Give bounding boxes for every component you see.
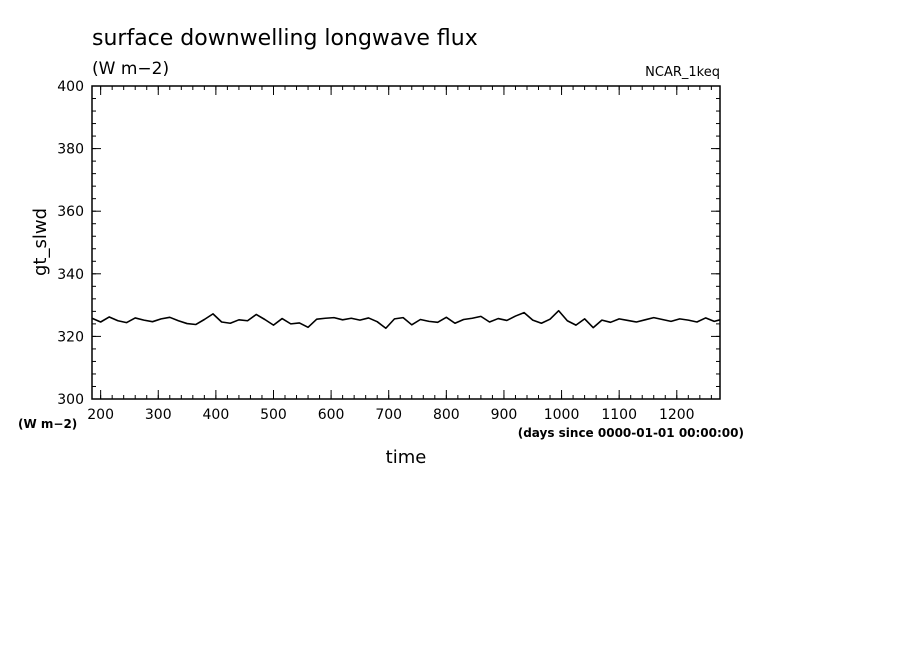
x-tick-label: 500 <box>260 407 287 423</box>
axis-ticks <box>92 85 720 400</box>
x-tick-label: 900 <box>491 407 518 423</box>
x-tick-label: 300 <box>145 407 172 423</box>
x-axis-units: (days since 0000-01-01 00:00:00) <box>518 426 744 440</box>
x-axis-label: time <box>386 447 427 468</box>
x-tick-label: 600 <box>318 407 345 423</box>
y-axis-label: gt_slwd <box>30 208 51 276</box>
x-tick-label: 800 <box>433 407 460 423</box>
run-label: NCAR_1keq <box>645 65 720 80</box>
y-tick-label: 360 <box>57 204 84 220</box>
y-axis-units: (W m−2) <box>18 417 77 431</box>
x-tick-label: 400 <box>203 407 230 423</box>
x-tick-label: 1100 <box>601 407 637 423</box>
series-line <box>91 309 721 330</box>
x-tick-label: 700 <box>375 407 402 423</box>
x-tick-label: 1000 <box>544 407 580 423</box>
y-tick-label: 340 <box>57 267 84 283</box>
plot-frame <box>91 85 721 400</box>
chart-subtitle-units: (W m−2) <box>92 59 169 79</box>
y-tick-label: 300 <box>57 392 84 408</box>
x-tick-label: 200 <box>87 407 114 423</box>
y-tick-label: 380 <box>57 142 84 158</box>
axis-tick-labels: 200 300 400 500 600 700 800 900 1000 1100 12003003… <box>57 79 694 423</box>
chart-title: surface downwelling longwave flux <box>92 26 478 51</box>
y-tick-label: 320 <box>57 329 84 345</box>
y-tick-label: 400 <box>57 79 84 95</box>
x-tick-label: 1200 <box>659 407 695 423</box>
